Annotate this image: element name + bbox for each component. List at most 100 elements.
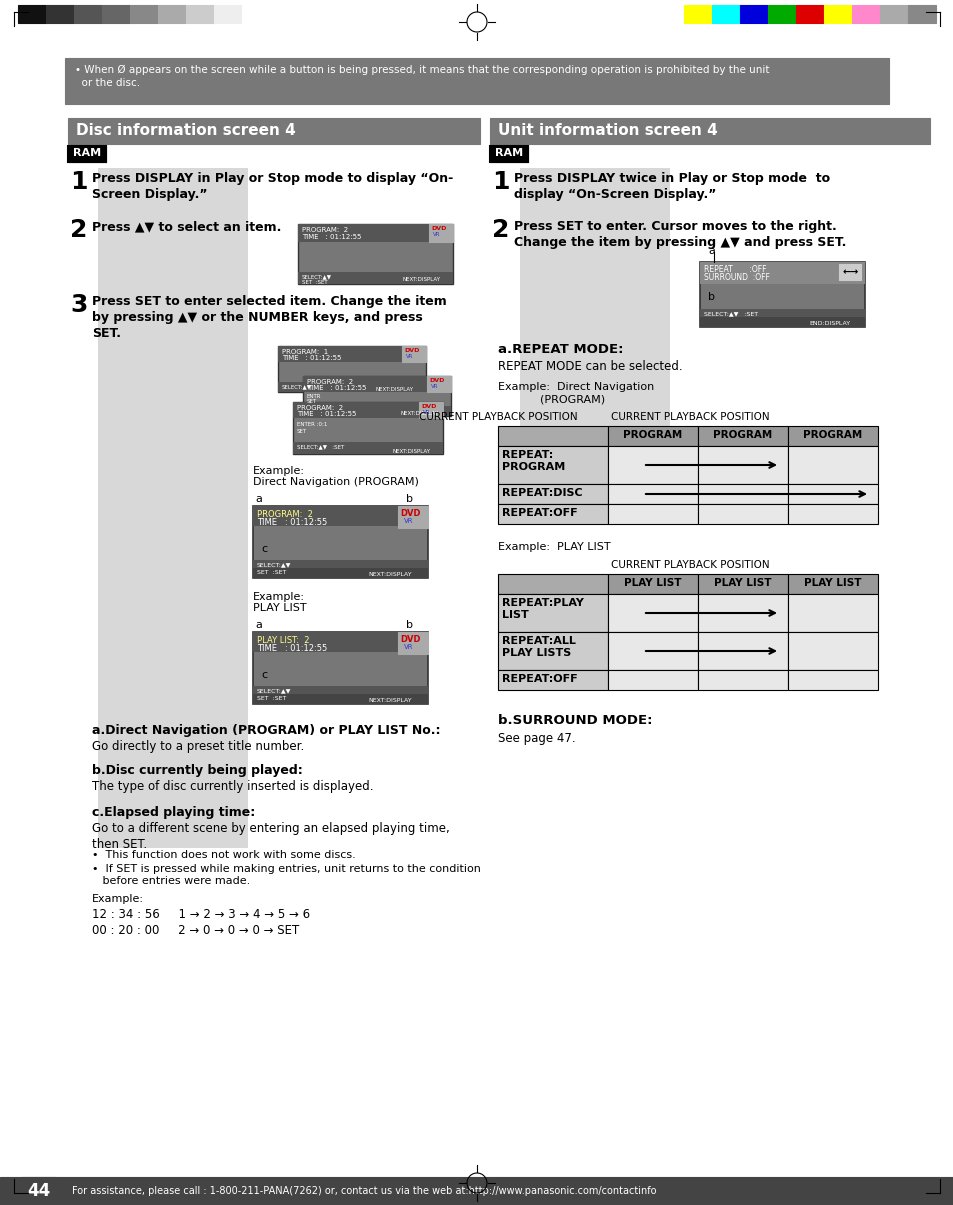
Text: REPEAT MODE can be selected.: REPEAT MODE can be selected. [497, 360, 682, 374]
Text: VR: VR [431, 384, 438, 389]
Text: Press DISPLAY twice in Play or Stop mode  to
display “On-Screen Display.”: Press DISPLAY twice in Play or Stop mode… [514, 172, 829, 201]
Bar [607, 504, 698, 524]
Bar [497, 427, 607, 446]
Text: Press SET to enter selected item. Change the item
by pressing ▲▼ or the NUMBER k: Press SET to enter selected item. Change… [91, 295, 446, 340]
Bar [74, 5, 102, 23]
Bar [698, 427, 787, 446]
Bar [700, 261, 864, 284]
Bar [787, 631, 877, 670]
Text: TIME   : 01:12:55: TIME : 01:12:55 [307, 386, 366, 390]
Text: VR: VR [422, 410, 430, 415]
Bar [297, 272, 453, 284]
Bar [787, 427, 877, 446]
Text: PLAY LIST: PLAY LIST [803, 578, 861, 588]
Bar [297, 224, 453, 242]
Text: SELECT:▲▼: SELECT:▲▼ [256, 688, 291, 693]
Text: DVD: DVD [420, 404, 436, 408]
Bar [0, 1177, 953, 1205]
Text: DVD: DVD [431, 227, 446, 231]
Text: •  This function does not work with some discs.: • This function does not work with some … [91, 850, 355, 860]
Bar [429, 224, 453, 242]
Bar [46, 5, 74, 23]
Text: NEXT:DISPLAY: NEXT:DISPLAY [375, 387, 414, 392]
Bar [253, 506, 428, 527]
Bar [711, 5, 740, 23]
Text: Unit information screen 4: Unit information screen 4 [497, 123, 717, 139]
Bar [497, 574, 607, 594]
Text: PROGRAM:  2: PROGRAM: 2 [302, 227, 348, 233]
Bar [607, 427, 698, 446]
Bar [740, 5, 767, 23]
Text: PROGRAM: PROGRAM [802, 430, 862, 440]
Text: b: b [406, 494, 413, 504]
Text: VR: VR [403, 518, 413, 524]
Text: CURRENT PLAYBACK POSITION: CURRENT PLAYBACK POSITION [418, 412, 577, 422]
Bar [497, 631, 607, 670]
Bar [490, 146, 527, 161]
Bar [253, 694, 428, 704]
Text: 1: 1 [70, 170, 88, 194]
Bar [767, 5, 795, 23]
Text: REPEAT:PLAY
LIST: REPEAT:PLAY LIST [501, 598, 583, 621]
Bar [68, 146, 106, 161]
Text: Example:  PLAY LIST: Example: PLAY LIST [497, 542, 610, 552]
Text: Go directly to a preset title number.: Go directly to a preset title number. [91, 740, 304, 753]
Text: a.Direct Navigation (PROGRAM) or PLAY LIST No.:: a.Direct Navigation (PROGRAM) or PLAY LI… [91, 724, 440, 737]
Text: a: a [254, 494, 262, 504]
Text: TIME   : 01:12:55: TIME : 01:12:55 [302, 234, 361, 240]
Text: REPEAT:
PROGRAM: REPEAT: PROGRAM [501, 449, 565, 472]
Bar [102, 5, 130, 23]
Bar [98, 167, 248, 848]
Bar [607, 574, 698, 594]
Bar [823, 5, 851, 23]
Bar [303, 406, 451, 416]
Bar [277, 346, 426, 362]
Text: PROGRAM: PROGRAM [713, 430, 772, 440]
Text: 2: 2 [492, 218, 509, 242]
Bar [277, 346, 426, 392]
Bar [851, 5, 879, 23]
Bar [698, 631, 787, 670]
Bar [700, 261, 864, 327]
Bar [22, 1177, 56, 1205]
Bar [700, 317, 864, 327]
Text: TIME   : 01:12:55: TIME : 01:12:55 [256, 643, 327, 653]
Bar [297, 224, 453, 284]
Bar [427, 376, 451, 392]
Text: NEXT:DISPLAY: NEXT:DISPLAY [400, 411, 438, 416]
Bar [497, 504, 607, 524]
Text: b.SURROUND MODE:: b.SURROUND MODE: [497, 715, 652, 727]
Text: TIME   : 01:12:55: TIME : 01:12:55 [256, 518, 327, 527]
Text: SET  :SET: SET :SET [256, 696, 286, 701]
Bar [68, 146, 106, 161]
Bar [130, 5, 158, 23]
Text: a: a [254, 621, 262, 630]
Text: RAM: RAM [73, 148, 101, 158]
Bar [401, 346, 426, 362]
Text: 2: 2 [70, 218, 88, 242]
Text: PROGRAM: PROGRAM [622, 430, 682, 440]
Bar [497, 670, 607, 690]
Bar [879, 5, 907, 23]
Bar [787, 574, 877, 594]
Text: RAM: RAM [495, 148, 522, 158]
Text: PROGRAM:  2: PROGRAM: 2 [256, 510, 313, 519]
Text: Press SET to enter. Cursor moves to the right.
Change the item by pressing ▲▼ an: Press SET to enter. Cursor moves to the … [514, 221, 845, 249]
Text: NEXT:DISPLAY: NEXT:DISPLAY [368, 572, 411, 577]
Text: TIME   : 01:12:55: TIME : 01:12:55 [296, 411, 356, 417]
Bar [787, 446, 877, 484]
Bar [65, 58, 888, 104]
Bar [68, 118, 479, 145]
Text: b.Disc currently being played:: b.Disc currently being played: [91, 764, 302, 777]
Text: REPEAT:DISC: REPEAT:DISC [501, 488, 582, 498]
Bar [787, 594, 877, 631]
Bar [787, 484, 877, 504]
Bar [787, 504, 877, 524]
Bar [418, 402, 442, 418]
Bar [397, 506, 428, 528]
Text: Example:: Example: [253, 466, 305, 476]
Bar [293, 402, 442, 418]
Text: 12 : 34 : 56     1 → 2 → 3 → 4 → 5 → 6
00 : 20 : 00     2 → 0 → 0 → 0 → SET: 12 : 34 : 56 1 → 2 → 3 → 4 → 5 → 6 00 : … [91, 909, 310, 937]
Text: PROGRAM:  2: PROGRAM: 2 [307, 380, 353, 386]
Bar [18, 5, 46, 23]
